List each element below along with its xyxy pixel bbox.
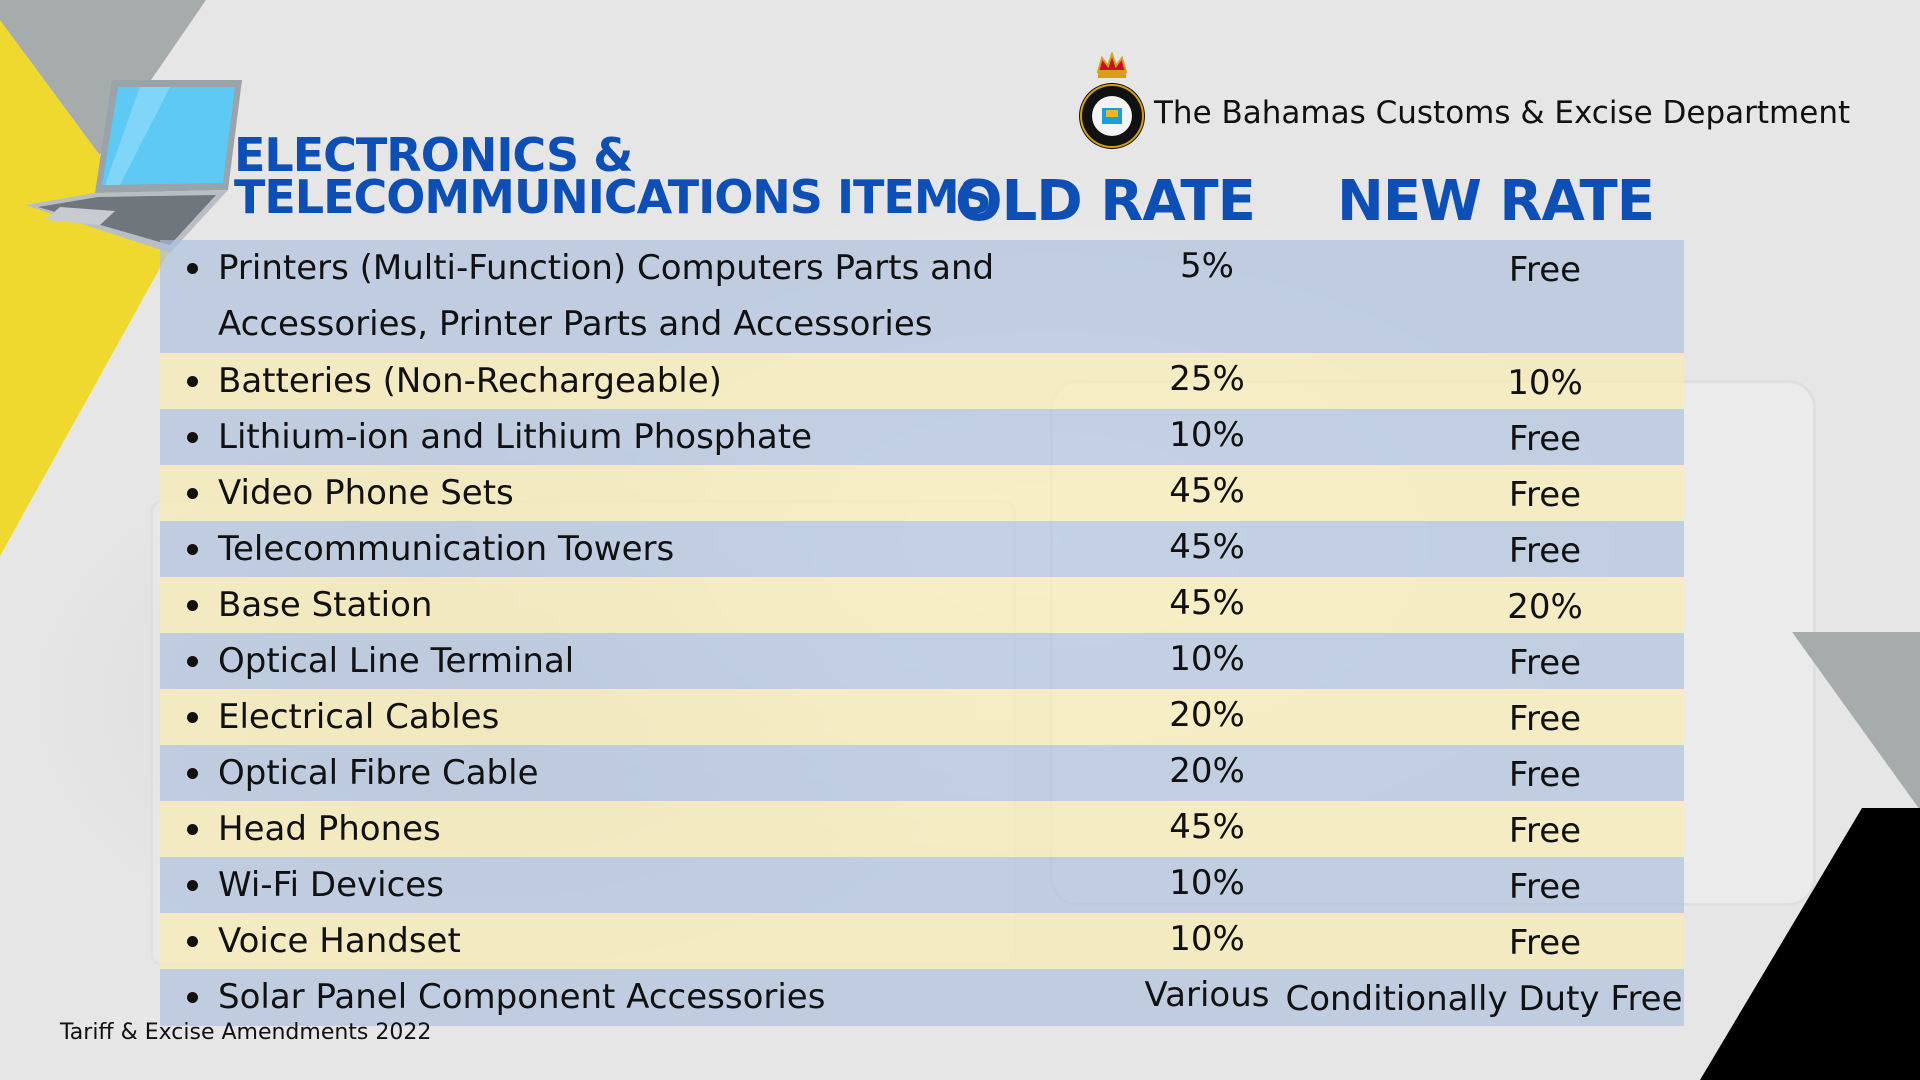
old-rate: 45% (1169, 583, 1245, 623)
new-rate: Free (1508, 755, 1582, 795)
customs-seal-icon (1079, 52, 1145, 149)
old-rate: 5% (1180, 246, 1234, 286)
table-row: Base Station 45% 20% (160, 577, 1684, 633)
item-name: Optical Fibre Cable (160, 745, 1008, 801)
new-rate: Free (1508, 867, 1582, 907)
new-rate: Free (1508, 643, 1582, 683)
old-rate: 45% (1169, 471, 1245, 511)
item-name: Voice Handset (160, 913, 1008, 969)
table-row: Printers (Multi-Function) Computers Part… (160, 240, 1684, 353)
new-rate: Free (1508, 923, 1582, 963)
old-rate: Various (1144, 975, 1270, 1015)
title-line-1: ELECTRONICS & (234, 128, 633, 182)
item-name: Electrical Cables (160, 689, 1008, 745)
new-rate: Free (1508, 531, 1582, 571)
new-rate: 20% (1507, 587, 1583, 627)
old-rate: 25% (1169, 359, 1245, 399)
new-rate: Free (1508, 250, 1582, 290)
old-rate: 20% (1169, 751, 1245, 791)
old-rate: 10% (1169, 863, 1245, 903)
new-rate-header: NEW RATE (1337, 169, 1655, 234)
new-rate: Conditionally Duty Free (1285, 979, 1683, 1019)
table-row: Voice Handset 10% Free (160, 913, 1684, 969)
table-row: Solar Panel Component Accessories Variou… (160, 969, 1684, 1026)
table-row: Batteries (Non-Rechargeable) 25% 10% (160, 353, 1684, 409)
old-rate-header: OLD RATE (955, 169, 1256, 234)
department-name: The Bahamas Customs & Excise Department (1154, 95, 1851, 131)
table-row: Telecommunication Towers 45% Free (160, 521, 1684, 577)
item-line-1: Printers (Multi-Function) Computers Part… (218, 248, 995, 288)
item-name: Wi-Fi Devices (160, 857, 1008, 913)
item-name: Lithium-ion and Lithium Phosphate (160, 409, 1008, 465)
item-name: Optical Line Terminal (160, 633, 1008, 689)
department-header: The Bahamas Customs & Excise Department (1076, 52, 1850, 152)
laptop-icon (25, 80, 242, 253)
table-row: Lithium-ion and Lithium Phosphate 10% Fr… (160, 409, 1684, 465)
table-row: Video Phone Sets 45% Free (160, 465, 1684, 521)
item-name: Batteries (Non-Rechargeable) (160, 353, 1008, 409)
item-name: Base Station (160, 577, 1008, 633)
new-rate: Free (1508, 811, 1582, 851)
item-line-2: Accessories, Printer Parts and Accessori… (218, 304, 933, 344)
old-rate: 10% (1169, 919, 1245, 959)
item-name: Telecommunication Towers (160, 521, 1008, 577)
old-rate: 10% (1169, 415, 1245, 455)
table-row: Optical Fibre Cable 20% Free (160, 745, 1684, 801)
table-row: Electrical Cables 20% Free (160, 689, 1684, 745)
old-rate: 45% (1169, 527, 1245, 567)
item-name: Head Phones (160, 801, 1008, 857)
rates-table: Printers (Multi-Function) Computers Part… (160, 240, 1684, 1026)
footer-note: Tariff & Excise Amendments 2022 (60, 1020, 432, 1045)
table-row: Head Phones 45% Free (160, 801, 1684, 857)
new-rate: 10% (1507, 363, 1583, 403)
old-rate: 45% (1169, 807, 1245, 847)
table-row: Wi-Fi Devices 10% Free (160, 857, 1684, 913)
page-title: ELECTRONICS & TELECOMMUNICATIONS ITEMS (234, 128, 992, 224)
new-rate: Free (1508, 475, 1582, 515)
item-name: Video Phone Sets (160, 465, 1008, 521)
title-line-2: TELECOMMUNICATIONS ITEMS (234, 170, 992, 224)
old-rate: 10% (1169, 639, 1245, 679)
new-rate: Free (1508, 699, 1582, 739)
table-row: Optical Line Terminal 10% Free (160, 633, 1684, 689)
item-name: Printers (Multi-Function) Computers Part… (160, 240, 1008, 352)
item-name: Solar Panel Component Accessories (160, 969, 1008, 1025)
old-rate: 20% (1169, 695, 1245, 735)
new-rate: Free (1508, 419, 1582, 459)
